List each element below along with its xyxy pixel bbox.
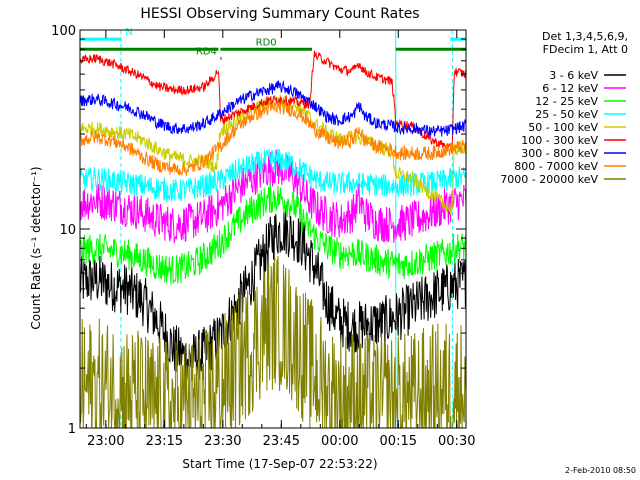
legend: Det 1,3,4,5,6,9,FDecim 1, Att 0 3 - 6 keV… [500, 30, 628, 186]
y-tick-label-2: 100 [51, 24, 76, 39]
state-bar-label-3: RD4 [196, 46, 217, 57]
axis-ticks: 23:00 23:15 23:30 23:45 00:00 00:15 00:30 1 10 10… [51, 24, 475, 449]
legend-label-3: 25 - 50 keV [535, 108, 598, 121]
series-line-5 [79, 50, 467, 153]
legend-label-0: 3 - 6 keV [549, 69, 598, 82]
x-tick-label-5: 00:15 [380, 434, 417, 449]
x-axis-label: Start Time (17-Sep-07 22:53:22) [182, 457, 377, 471]
series-line-6 [79, 80, 467, 137]
x-tick-label-1: 23:15 [146, 434, 183, 449]
legend-label-8: 7000 - 20000 keV [500, 173, 598, 186]
series-line-7 [79, 100, 467, 176]
legend-label-6: 300 - 800 keV [521, 147, 598, 160]
series-line-2 [79, 183, 467, 285]
series-line-3 [79, 148, 467, 202]
x-tick-label-2: 23:30 [204, 434, 241, 449]
x-tick-label-4: 00:00 [321, 434, 358, 449]
x-tick-label-0: 23:00 [87, 434, 124, 449]
series-line-8 [79, 255, 467, 429]
legend-label-4: 50 - 100 keV [528, 121, 598, 134]
vertical-markers [120, 30, 453, 428]
series-line-1 [79, 149, 467, 244]
x-tick-label-6: 00:30 [438, 434, 475, 449]
state-bar-label-0: N [125, 27, 132, 38]
y-axis-label: Count Rate (s⁻¹ detector⁻¹) [29, 166, 43, 329]
legend-header-0: Det 1,3,4,5,6,9, [542, 30, 628, 43]
x-tick-label-3: 23:45 [263, 434, 300, 449]
y-tick-label-0: 1 [68, 422, 76, 437]
y-tick-label-1: 10 [59, 223, 76, 238]
legend-label-1: 6 - 12 keV [542, 82, 598, 95]
legend-header-1: FDecim 1, Att 0 [543, 43, 628, 56]
series-line-0 [79, 208, 467, 383]
legend-label-7: 800 - 7000 keV [514, 160, 598, 173]
chart-title: HESSI Observing Summary Count Rates [140, 6, 419, 22]
legend-label-5: 100 - 300 keV [521, 134, 598, 147]
state-bars: N RD0 RD4 [80, 27, 466, 60]
legend-label-2: 12 - 25 keV [535, 95, 598, 108]
footer-date: 2-Feb-2010 08:50 [565, 466, 636, 475]
series-layer [79, 50, 467, 429]
state-bar-label-2: RD0 [256, 37, 277, 48]
